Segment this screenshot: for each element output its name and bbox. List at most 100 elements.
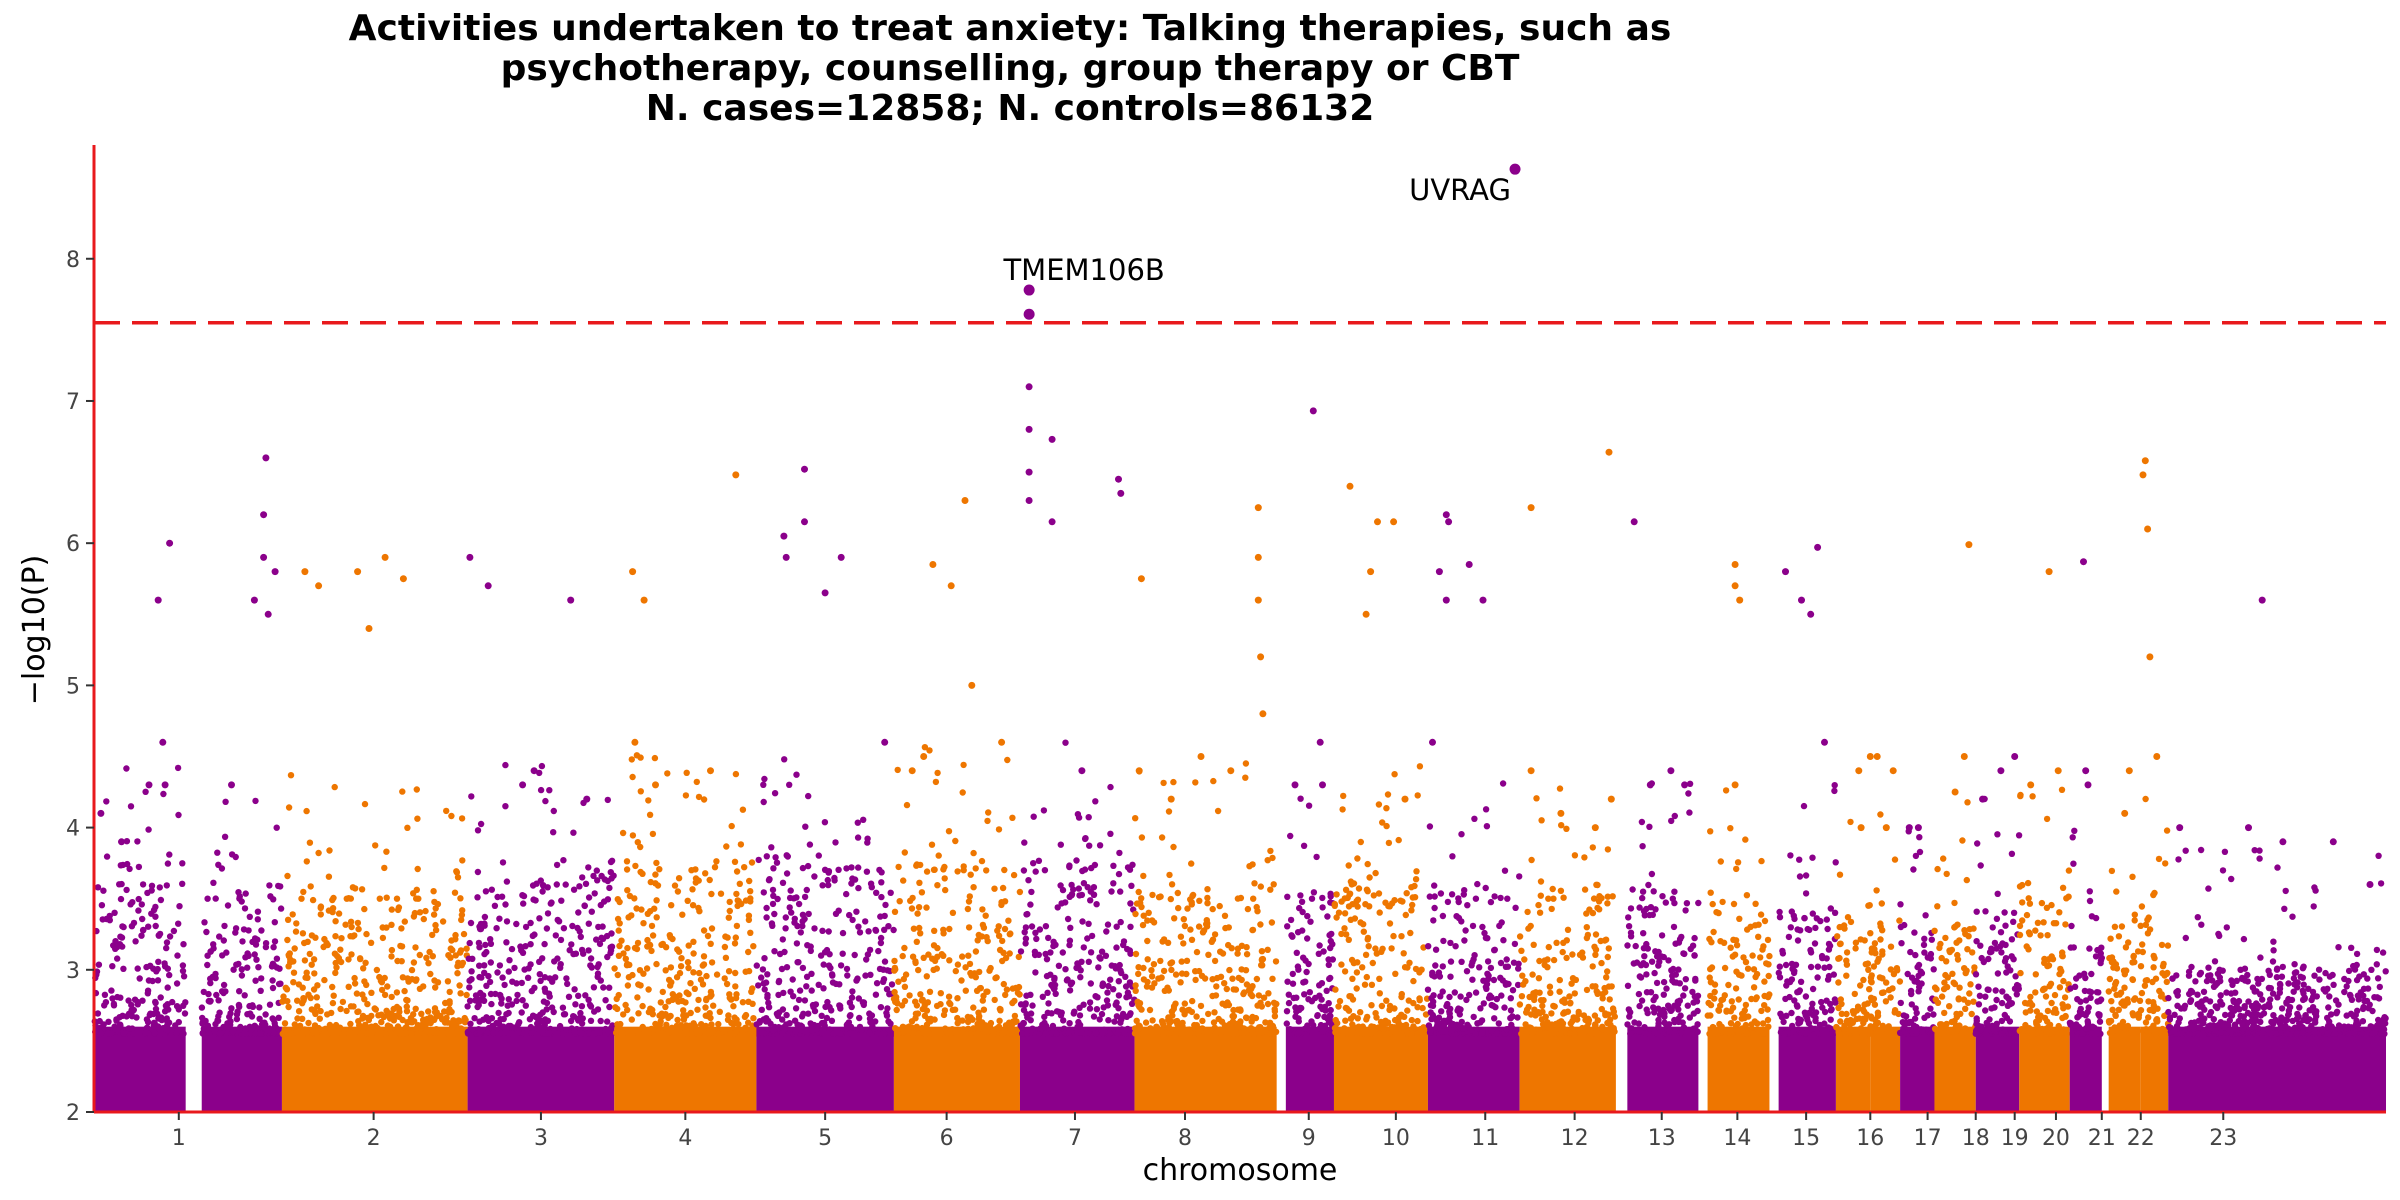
- snp-point: [2071, 983, 2079, 990]
- snp-point: [748, 988, 755, 995]
- snp-point: [524, 974, 532, 981]
- snp-point: [634, 839, 641, 846]
- snp-point: [1249, 861, 1256, 868]
- snp-point: [142, 788, 149, 795]
- snp-point: [398, 943, 406, 950]
- snp-point: [1639, 894, 1646, 902]
- snp-point: [825, 881, 832, 889]
- snp-point: [1324, 913, 1331, 920]
- top-snp-point: [640, 596, 648, 604]
- snp-point: [908, 1018, 916, 1025]
- snp-point: [648, 947, 655, 955]
- snp-point: [778, 965, 786, 973]
- snp-point: [1964, 999, 1972, 1006]
- snp-point: [775, 991, 782, 999]
- snp-point: [1099, 982, 1106, 989]
- snp-point: [1604, 893, 1612, 900]
- snp-point: [454, 1030, 461, 1037]
- top-snp-point: [2080, 558, 2087, 566]
- snp-point: [1177, 979, 1184, 986]
- snp-point: [332, 933, 339, 940]
- snp-point: [526, 1016, 534, 1023]
- snp-point: [832, 910, 840, 917]
- snp-point: [2059, 949, 2066, 956]
- snp-point: [923, 973, 930, 980]
- snp-point: [732, 983, 739, 990]
- snp-point: [588, 964, 595, 971]
- snp-point: [425, 960, 432, 967]
- snp-point: [1009, 999, 1016, 1007]
- chromosome-points: [464, 553, 617, 1112]
- snp-point: [1045, 1000, 1052, 1007]
- snp-point: [626, 892, 634, 900]
- snp-point: [104, 1029, 112, 1037]
- snp-point: [1788, 908, 1796, 915]
- snp-point: [1354, 959, 1361, 966]
- top-snp-point: [631, 738, 639, 746]
- snp-point: [1118, 1026, 1126, 1033]
- snp-point: [799, 964, 807, 972]
- snp-point: [1035, 857, 1043, 864]
- dense-band: [614, 1026, 757, 1112]
- snp-point: [696, 969, 703, 977]
- top-snp-point: [947, 582, 955, 590]
- snp-point: [384, 983, 391, 990]
- snp-point: [269, 1015, 276, 1022]
- snp-point: [819, 927, 826, 934]
- snp-point: [2134, 948, 2142, 955]
- snp-point: [1386, 903, 1394, 910]
- snp-point: [1132, 910, 1139, 918]
- snp-point: [1730, 900, 1738, 908]
- snp-point: [1383, 805, 1390, 812]
- snp-point: [148, 882, 156, 889]
- snp-point: [2059, 884, 2067, 891]
- snp-point: [1158, 834, 1166, 841]
- snp-point: [1271, 1013, 1279, 1020]
- snp-point: [166, 971, 173, 979]
- snp-point: [271, 919, 278, 926]
- snp-point: [763, 853, 770, 860]
- snp-point: [368, 1029, 376, 1036]
- snp-point: [120, 965, 127, 972]
- snp-point: [582, 992, 589, 999]
- snp-point: [1949, 970, 1956, 977]
- top-snp-point: [228, 781, 235, 789]
- snp-point: [180, 973, 188, 980]
- snp-point: [837, 962, 845, 969]
- snp-point: [1883, 1030, 1891, 1037]
- snp-point: [1648, 958, 1656, 965]
- snp-point: [789, 976, 796, 983]
- snp-point: [1635, 1020, 1643, 1027]
- snp-point: [558, 897, 565, 904]
- snp-point: [1333, 891, 1340, 898]
- snp-point: [539, 955, 546, 962]
- snp-point: [501, 981, 508, 989]
- top-snp-point: [1731, 582, 1739, 590]
- snp-point: [1862, 1016, 1869, 1023]
- snp-point: [1379, 819, 1386, 826]
- dense-band: [94, 1026, 186, 1112]
- snp-point: [1284, 893, 1291, 900]
- snp-point: [1730, 936, 1737, 943]
- snp-point: [637, 843, 644, 851]
- snp-point: [1008, 1021, 1015, 1028]
- snp-point: [205, 990, 212, 998]
- snp-point: [690, 950, 697, 957]
- snp-point: [506, 957, 513, 964]
- snp-point: [1973, 908, 1980, 915]
- snp-point: [1151, 1030, 1158, 1038]
- snp-point: [594, 1006, 602, 1013]
- snp-point: [410, 890, 417, 897]
- snp-point: [853, 908, 860, 915]
- snp-point: [568, 941, 575, 948]
- snp-point: [2086, 897, 2094, 905]
- snp-point: [1043, 956, 1051, 963]
- snp-point: [1719, 898, 1726, 906]
- snp-point: [677, 1021, 685, 1029]
- snp-point: [1404, 1030, 1412, 1037]
- snp-point: [1039, 993, 1047, 1000]
- snp-point: [1560, 894, 1567, 901]
- snp-point: [640, 920, 647, 927]
- snp-point: [868, 884, 875, 891]
- snp-point: [1657, 1007, 1665, 1014]
